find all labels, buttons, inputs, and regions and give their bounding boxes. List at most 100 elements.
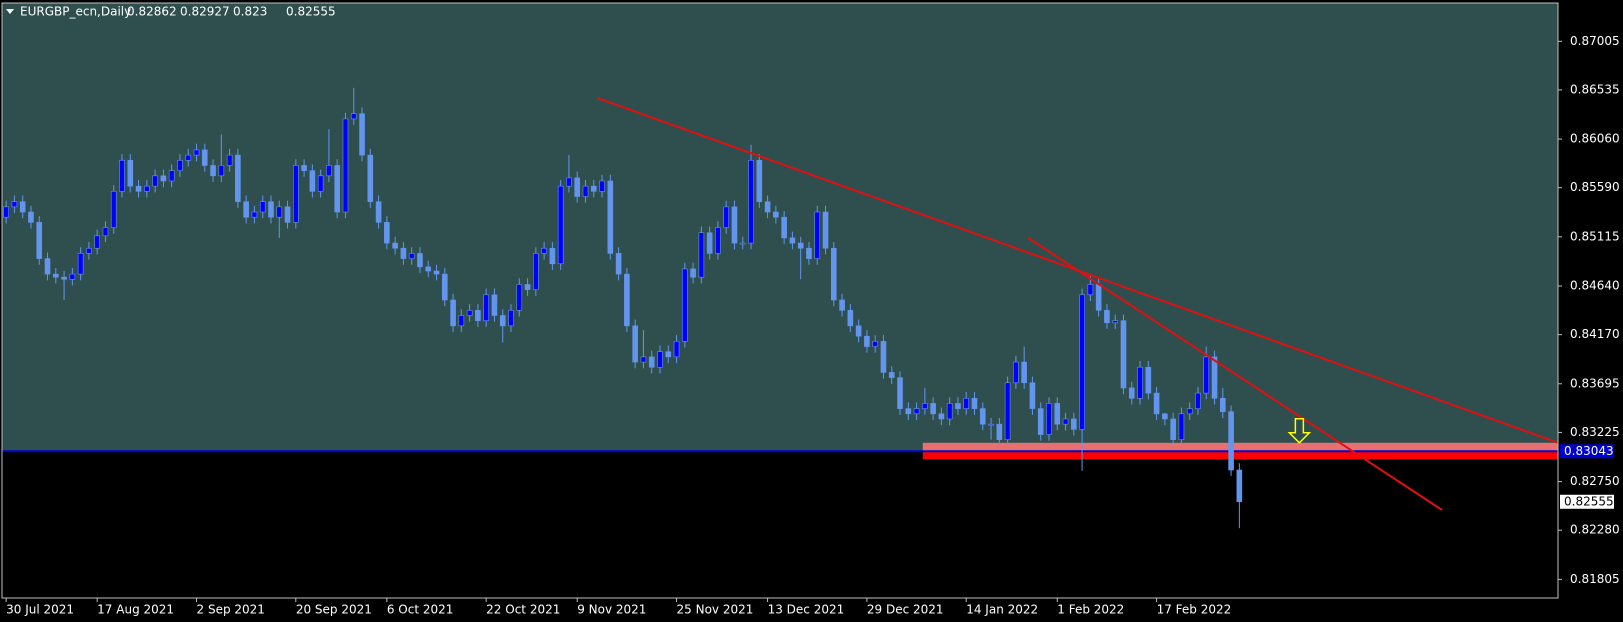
y-tick-label: 0.85115 bbox=[1570, 229, 1620, 243]
trendline bbox=[1027, 237, 1443, 511]
candle-body bbox=[251, 211, 258, 218]
candle-body bbox=[1004, 382, 1011, 440]
candle-body bbox=[367, 154, 374, 202]
candle-body bbox=[317, 175, 324, 192]
candle-body bbox=[1071, 418, 1077, 430]
candle-body bbox=[508, 310, 514, 327]
candle-body bbox=[193, 149, 200, 156]
candle-body bbox=[44, 258, 51, 275]
candle-body bbox=[160, 175, 167, 182]
candle-body bbox=[888, 372, 895, 378]
candle-body bbox=[1029, 382, 1036, 409]
candle-body bbox=[1219, 397, 1226, 413]
candle-body bbox=[102, 227, 109, 237]
candle-body bbox=[723, 206, 730, 228]
candle-body bbox=[739, 242, 746, 245]
candle-body bbox=[566, 177, 572, 187]
candle-body bbox=[946, 403, 953, 420]
candle-body bbox=[135, 185, 142, 192]
candle-body bbox=[673, 341, 680, 358]
candle-body bbox=[458, 315, 465, 327]
candle-body bbox=[789, 237, 796, 244]
candle-body bbox=[665, 351, 672, 358]
candle-body bbox=[1145, 366, 1152, 394]
candle-body bbox=[557, 185, 564, 265]
candle-body bbox=[1104, 310, 1110, 324]
candle-body bbox=[210, 165, 216, 177]
candle-body bbox=[350, 113, 357, 120]
candle-body bbox=[36, 222, 43, 259]
x-tick-label: 1 Feb 2022 bbox=[1057, 603, 1124, 617]
candle-body bbox=[226, 154, 233, 166]
price-zone bbox=[922, 442, 1558, 452]
candle-body bbox=[839, 299, 845, 311]
candle-body bbox=[268, 201, 274, 218]
symbol: EURGBP_ecn,Daily bbox=[20, 5, 131, 19]
candle-body bbox=[1228, 411, 1234, 471]
candle-body bbox=[408, 253, 415, 259]
candle-body bbox=[698, 232, 705, 278]
x-tick-label: 17 Aug 2021 bbox=[97, 603, 174, 617]
candle-body bbox=[293, 165, 299, 223]
candle-body bbox=[996, 423, 1003, 440]
y-tick-label: 0.83695 bbox=[1570, 376, 1620, 390]
candle-body bbox=[375, 201, 382, 223]
low-value: 0.823 bbox=[233, 5, 267, 19]
candle-body bbox=[127, 159, 134, 187]
upper-background bbox=[2, 3, 1558, 452]
candle-body bbox=[168, 170, 175, 182]
x-tick-label: 25 Nov 2021 bbox=[677, 603, 754, 617]
candle-body bbox=[19, 201, 26, 213]
candle-body bbox=[1137, 366, 1143, 399]
x-tick-label: 20 Sep 2021 bbox=[296, 603, 372, 617]
candle-body bbox=[781, 216, 787, 239]
candle-body bbox=[392, 242, 398, 249]
candle-body bbox=[342, 118, 349, 213]
candle-body bbox=[491, 294, 498, 316]
candle-body bbox=[913, 408, 920, 415]
x-tick-label: 22 Oct 2021 bbox=[486, 603, 560, 617]
candle-body bbox=[28, 211, 34, 223]
candle-body bbox=[847, 310, 854, 327]
candle-body bbox=[1211, 356, 1218, 399]
candle-body bbox=[516, 284, 523, 311]
level-price-box bbox=[1560, 444, 1614, 459]
candle-body bbox=[276, 206, 283, 218]
candle-body bbox=[1021, 361, 1027, 384]
candle-body bbox=[425, 266, 432, 272]
candle-body bbox=[1112, 320, 1119, 324]
y-tick-label: 0.81805 bbox=[1570, 572, 1620, 586]
candle-body bbox=[475, 310, 481, 321]
candle-body bbox=[756, 159, 763, 202]
candle-body bbox=[624, 273, 630, 327]
x-tick-label: 17 Feb 2022 bbox=[1157, 603, 1232, 617]
candle-body bbox=[185, 154, 192, 161]
high-value: 0.82927 bbox=[180, 5, 230, 19]
candle-body bbox=[690, 268, 696, 278]
candle-body bbox=[830, 247, 837, 301]
candle-body bbox=[731, 206, 738, 244]
candle-body bbox=[417, 253, 423, 268]
candle-body bbox=[773, 211, 779, 218]
bid-price-label: 0.82555 bbox=[1564, 494, 1614, 508]
menu-triangle[interactable] bbox=[6, 9, 14, 14]
candle-body bbox=[1203, 356, 1210, 394]
candle-body bbox=[640, 356, 647, 363]
candle-body bbox=[814, 211, 821, 259]
candle-body bbox=[1178, 413, 1185, 440]
candle-body bbox=[1046, 403, 1052, 435]
price-zone bbox=[922, 451, 1558, 460]
candle-body bbox=[1195, 392, 1201, 409]
candle-body bbox=[218, 165, 225, 177]
candle-body bbox=[483, 294, 489, 321]
candle-body bbox=[1062, 418, 1069, 425]
y-tick-label: 0.84170 bbox=[1570, 327, 1620, 341]
candle-body bbox=[11, 201, 18, 208]
close-value: 0.82555 bbox=[286, 5, 336, 19]
y-tick-label: 0.82280 bbox=[1570, 523, 1620, 537]
x-tick-label: 30 Jul 2021 bbox=[6, 603, 74, 617]
candle-body bbox=[1037, 408, 1044, 435]
candle-body bbox=[259, 201, 266, 213]
candle-body bbox=[599, 180, 605, 192]
candle-body bbox=[905, 408, 912, 415]
